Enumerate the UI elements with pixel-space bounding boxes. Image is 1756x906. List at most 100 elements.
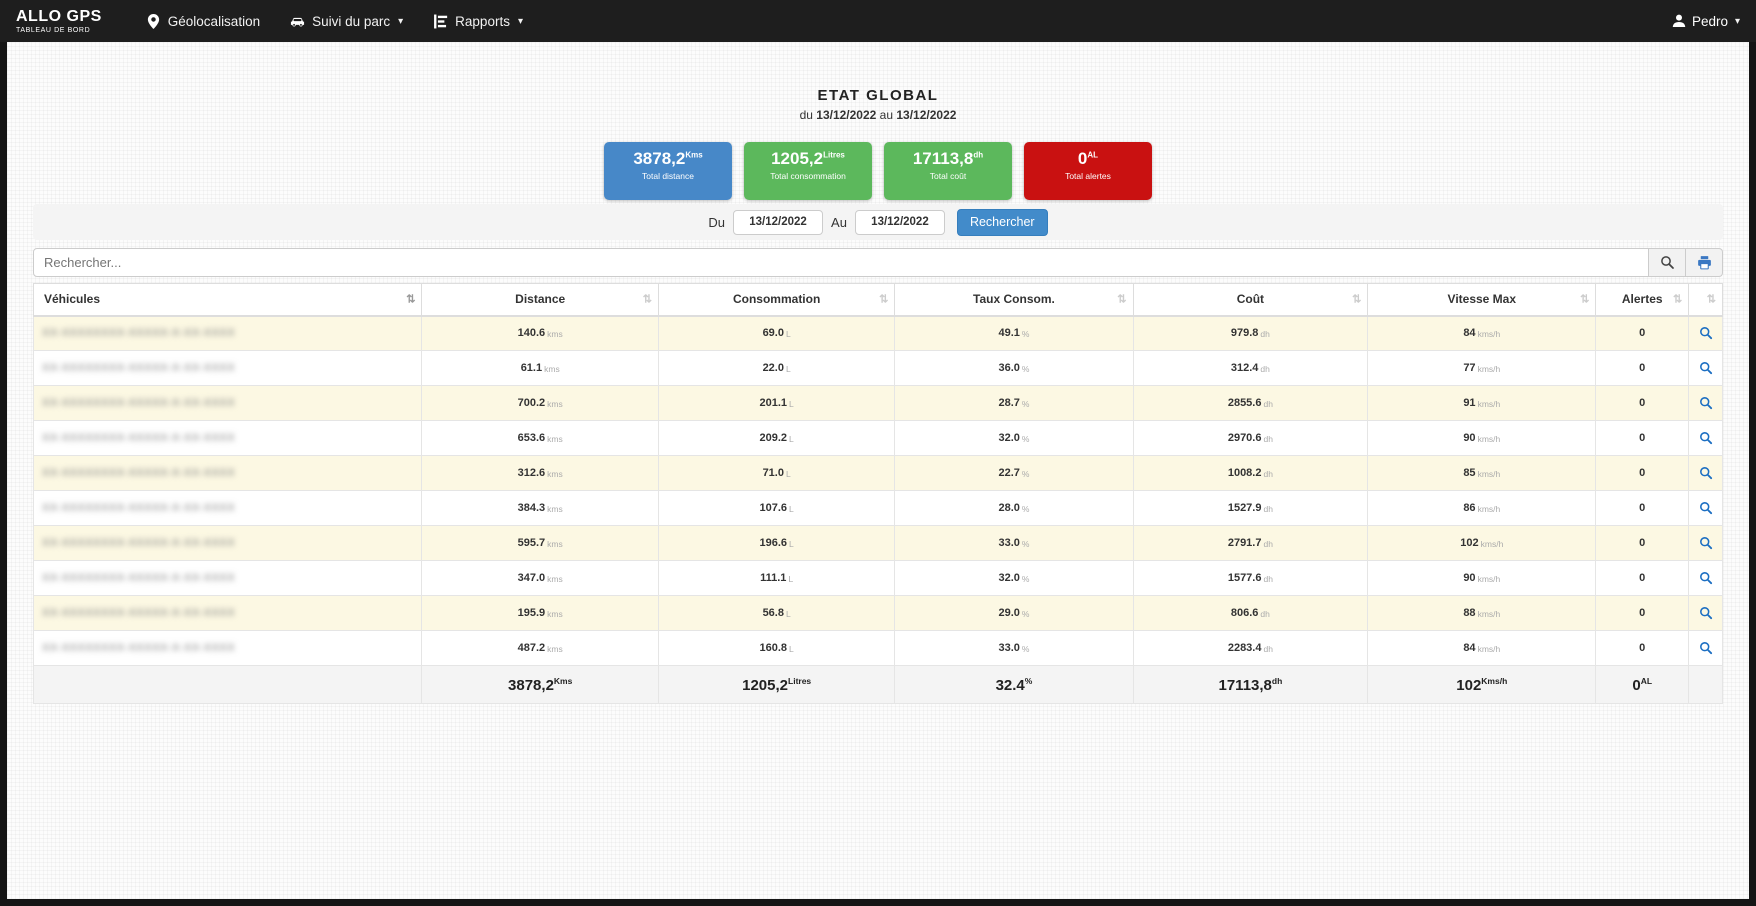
- du-label: Du: [708, 214, 726, 230]
- brand-title: ALLO GPS: [16, 7, 102, 25]
- date-from-input[interactable]: [733, 209, 824, 235]
- card-value: 3878,2Kms: [633, 149, 703, 168]
- consumption-cell: 69.0 L: [657, 315, 896, 351]
- content-area: ETAT GLOBAL du 13/12/2022 au 13/12/2022 …: [7, 42, 1749, 899]
- table-row: XX-XXXXXXXX-XXXXX-X-XX-XXXX 595.7 kms 196…: [32, 525, 1723, 561]
- speed-cell: 102 kms/h: [1367, 525, 1597, 561]
- rate-cell: 32.0%: [894, 420, 1134, 456]
- view-details-button[interactable]: [1688, 315, 1723, 351]
- view-details-button[interactable]: [1688, 560, 1723, 596]
- user-menu[interactable]: Pedro ▾: [1672, 14, 1740, 29]
- distance-cell: 653.6 kms: [421, 420, 659, 456]
- magnifier-icon: [1697, 501, 1714, 515]
- view-details-button[interactable]: [1688, 630, 1723, 666]
- view-details-button[interactable]: [1688, 350, 1723, 386]
- view-details-button[interactable]: [1688, 595, 1723, 631]
- table-row: XX-XXXXXXXX-XXXXX-X-XX-XXXX 487.2 kms 160…: [32, 630, 1723, 666]
- rate-cell: 32.0%: [894, 560, 1134, 596]
- user-icon: [1672, 14, 1686, 28]
- distance-cell: 140.6 kms: [421, 315, 659, 351]
- speed-cell: 90 kms/h: [1367, 420, 1597, 456]
- sort-icon[interactable]: ⇅: [406, 293, 416, 306]
- distance-cell: 195.9 kms: [421, 595, 659, 631]
- consumption-cell: 160.8 L: [657, 630, 896, 666]
- magnifier-icon: [1697, 431, 1714, 445]
- sort-icon[interactable]: ⇅: [1580, 293, 1590, 306]
- view-details-button[interactable]: [1688, 525, 1723, 561]
- vehicle-name-redacted: XX-XXXXXXXX-XXXXX-X-XX-XXXX: [42, 572, 236, 584]
- alerts-cell: 0: [1595, 350, 1690, 386]
- vehicle-cell: XX-XXXXXXXX-XXXXX-X-XX-XXXX: [32, 525, 423, 561]
- vehicle-name-redacted: XX-XXXXXXXX-XXXXX-X-XX-XXXX: [42, 432, 236, 444]
- date-to-input[interactable]: [854, 209, 945, 235]
- sort-icon[interactable]: ⇅: [1672, 293, 1683, 306]
- cost-cell: 2283.4 dh: [1132, 630, 1369, 666]
- cost-cell: 312.4 dh: [1132, 350, 1369, 386]
- magnifier-icon: [1697, 396, 1714, 410]
- table-row: XX-XXXXXXXX-XXXXX-X-XX-XXXX 140.6 kms 69.…: [32, 315, 1723, 351]
- table-row: XX-XXXXXXXX-XXXXX-X-XX-XXXX 384.3 kms 107…: [32, 490, 1723, 526]
- cost-cell: 1527.9 dh: [1132, 490, 1369, 526]
- footer-total-cost: 17113,8dh: [1132, 665, 1369, 704]
- subtitle-prefix: du: [799, 108, 813, 122]
- view-details-button[interactable]: [1688, 420, 1723, 456]
- alerts-cell: 0: [1595, 455, 1690, 491]
- sort-icon[interactable]: ⇅: [1352, 293, 1362, 306]
- alerts-cell: 0: [1595, 595, 1690, 631]
- cost-cell: 1008.2 dh: [1132, 455, 1369, 491]
- chevron-down-icon: ▾: [1734, 15, 1740, 27]
- view-details-button[interactable]: [1688, 455, 1723, 491]
- print-button[interactable]: [1686, 248, 1723, 277]
- footer-total-consumption: 1205,2Litres: [657, 665, 896, 704]
- speed-cell: 84 kms/h: [1367, 630, 1597, 666]
- column-header-vitesse-max[interactable]: Vitesse Max ⇅: [1367, 283, 1597, 317]
- vehicle-name-redacted: XX-XXXXXXXX-XXXXX-X-XX-XXXX: [42, 607, 236, 619]
- rechercher-button[interactable]: Rechercher: [956, 208, 1048, 236]
- sort-icon[interactable]: ⇅: [642, 293, 652, 306]
- vehicle-cell: XX-XXXXXXXX-XXXXX-X-XX-XXXX: [32, 315, 423, 351]
- column-header-vehicules[interactable]: Véhicules ⇅: [32, 283, 423, 317]
- nav-item-geolocalisation[interactable]: Géolocalisation: [146, 13, 260, 29]
- search-icon: [1660, 255, 1675, 270]
- column-header-taux-consom[interactable]: Taux Consom. ⇅: [894, 283, 1134, 317]
- footer-total-distance: 3878,2Kms: [421, 665, 659, 704]
- distance-cell: 700.2 kms: [421, 385, 659, 421]
- column-header-alertes[interactable]: Alertes ⇅: [1595, 283, 1690, 317]
- card-label: Total distance: [642, 171, 694, 181]
- sort-icon[interactable]: ⇅: [879, 293, 889, 306]
- vehicle-name-redacted: XX-XXXXXXXX-XXXXX-X-XX-XXXX: [42, 397, 236, 409]
- table-search-input[interactable]: [33, 248, 1649, 277]
- summary-card-total-consommation: 1205,2Litres Total consommation: [744, 142, 872, 200]
- report-chart-icon: [433, 14, 448, 29]
- view-details-button[interactable]: [1688, 490, 1723, 526]
- vehicle-name-redacted: XX-XXXXXXXX-XXXXX-X-XX-XXXX: [42, 537, 236, 549]
- sort-icon[interactable]: ⇅: [1117, 293, 1127, 306]
- nav-item-label: Rapports: [455, 13, 510, 29]
- magnifier-icon: [1697, 571, 1714, 585]
- vehicle-cell: XX-XXXXXXXX-XXXXX-X-XX-XXXX: [32, 385, 423, 421]
- vehicle-name-redacted: XX-XXXXXXXX-XXXXX-X-XX-XXXX: [42, 502, 236, 514]
- consumption-cell: 107.6 L: [657, 490, 896, 526]
- column-header-actions[interactable]: ⇅: [1688, 283, 1723, 317]
- brand[interactable]: ALLO GPS TABLEAU DE BORD: [16, 7, 102, 34]
- nav-item-rapports[interactable]: Rapports ▾: [433, 14, 523, 29]
- card-value: 1205,2Litres: [771, 149, 845, 168]
- search-button[interactable]: [1649, 248, 1686, 277]
- footer-total-alerts: 0AL: [1595, 665, 1690, 704]
- column-header-cout[interactable]: Coût ⇅: [1132, 283, 1369, 317]
- car-icon: [290, 14, 305, 29]
- magnifier-icon: [1697, 606, 1714, 620]
- nav-item-suivi-du-parc[interactable]: Suivi du parc ▾: [290, 14, 403, 29]
- footer-avg-rate: 32.4%: [894, 665, 1134, 704]
- vehicle-cell: XX-XXXXXXXX-XXXXX-X-XX-XXXX: [32, 595, 423, 631]
- distance-cell: 487.2 kms: [421, 630, 659, 666]
- rate-cell: 33.0%: [894, 630, 1134, 666]
- main-container: Du Au Rechercher: [32, 204, 1723, 704]
- view-details-button[interactable]: [1688, 385, 1723, 421]
- column-header-consommation[interactable]: Consommation ⇅: [657, 283, 896, 317]
- sort-icon[interactable]: ⇅: [1706, 293, 1716, 306]
- vehicle-name-redacted: XX-XXXXXXXX-XXXXX-X-XX-XXXX: [42, 642, 236, 654]
- column-header-distance[interactable]: Distance ⇅: [421, 283, 659, 317]
- cost-cell: 2791.7 dh: [1132, 525, 1369, 561]
- cost-cell: 979.8 dh: [1132, 315, 1369, 351]
